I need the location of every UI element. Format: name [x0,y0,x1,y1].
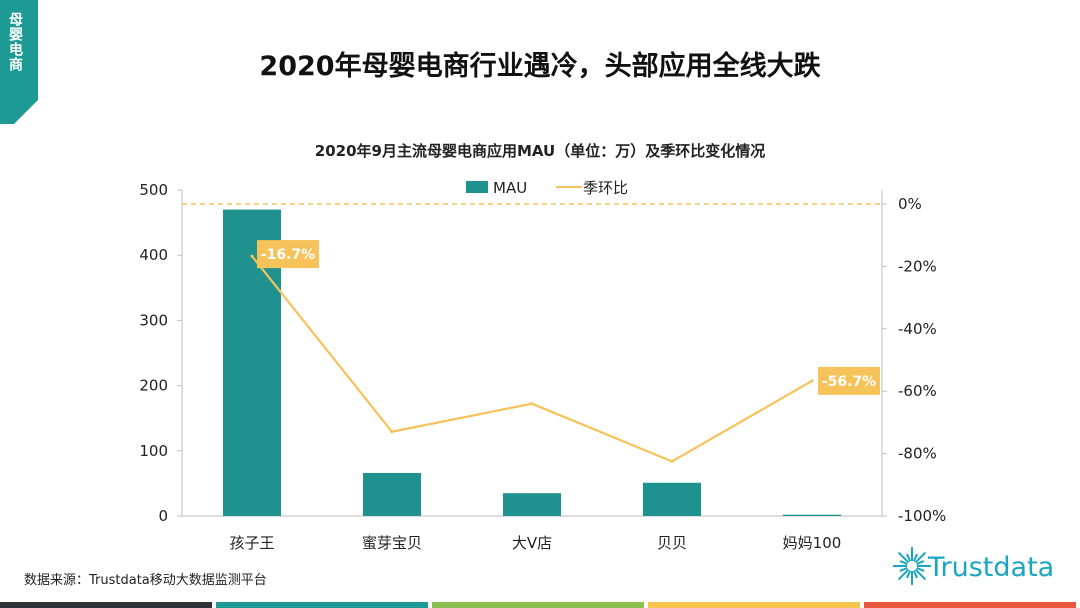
logo-text: Trustdata [928,552,1055,583]
legend-label-qoq: 季环比 [583,179,628,197]
y-right-tick-label: -40% [898,320,937,338]
x-tick-label: 蜜芽宝贝 [362,534,422,552]
mau-bar [643,482,701,516]
y-left-tick-label: 0 [158,507,168,525]
starburst-ray [914,551,927,564]
starburst-ray [912,570,918,579]
mau-bar [503,493,561,516]
y-right-tick-label: -80% [898,445,937,463]
starburst-ray [897,568,910,581]
y-left-tick-label: 400 [139,246,168,264]
data-label-box [257,240,319,269]
bottom-bar-segment [0,602,212,608]
y-left-tick-label: 300 [139,311,168,329]
x-tick-label: 孩子王 [229,534,274,552]
starburst-ray [912,553,918,562]
qoq-point [390,430,394,434]
chart-title: 2020年9月主流母婴电商应用MAU（单位：万）及季环比变化情况 [314,142,766,160]
side-tab-label: 母婴电商 [7,12,23,72]
qoq-point [530,402,534,406]
starburst-ray [897,551,910,564]
data-label: -16.7% [261,247,315,263]
legend-swatch-mau [466,181,488,193]
starburst-ray [899,566,908,572]
qoq-point [250,254,254,258]
page-title: 2020年母婴电商行业遇冷，头部应用全线大跌 [259,51,821,82]
bottom-bar-segment [216,602,428,608]
trustdata-logo: Trustdata [892,536,1072,596]
y-left-tick-label: 500 [139,181,168,199]
y-right-tick-label: -60% [898,382,937,400]
y-right-tick-label: -100% [898,507,946,525]
x-tick-label: 妈妈100 [783,534,842,552]
bottom-bar-segment [864,602,1076,608]
starburst-ray [906,570,912,579]
qoq-point [810,379,814,383]
source-note: 数据来源：Trustdata移动大数据监测平台 [24,573,267,588]
starburst-ray [916,566,925,572]
starburst-ray [899,560,908,566]
x-tick-label: 贝贝 [657,534,687,552]
bottom-bar-segment [432,602,644,608]
qoq-line [251,255,813,463]
y-left-tick-label: 200 [139,377,168,395]
x-tick-label: 大V店 [512,534,552,552]
mau-bar [783,514,841,516]
data-label-box [818,366,880,395]
mau-bar [363,472,421,516]
side-tab-shape [0,0,38,124]
data-label: -56.7% [822,374,876,390]
y-right-tick-label: 0% [898,195,922,213]
bottom-bar-segment [648,602,860,608]
qoq-point [670,459,674,463]
starburst-ray [906,553,912,562]
y-left-tick-label: 100 [139,442,168,460]
y-right-tick-label: -20% [898,257,937,275]
starburst-icon [893,547,931,585]
starburst-ray [916,560,925,566]
mau-chart: 0 100 200 300 400 500 0% -20% -40% -60% -80% -100% 孩… [139,179,946,552]
starburst-ray [914,568,927,581]
side-tab: 母婴电商 [0,0,38,124]
bottom-color-bar [0,602,1080,608]
legend-label-mau: MAU [493,179,527,197]
